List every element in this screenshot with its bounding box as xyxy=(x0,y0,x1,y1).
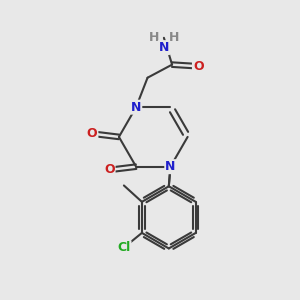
Text: H: H xyxy=(169,31,179,44)
Text: O: O xyxy=(104,164,115,176)
Text: N: N xyxy=(131,101,141,114)
Text: O: O xyxy=(193,60,204,73)
Text: N: N xyxy=(165,160,176,173)
Text: Cl: Cl xyxy=(117,241,130,254)
Text: H: H xyxy=(149,31,159,44)
Text: N: N xyxy=(159,41,169,54)
Text: O: O xyxy=(87,127,98,140)
